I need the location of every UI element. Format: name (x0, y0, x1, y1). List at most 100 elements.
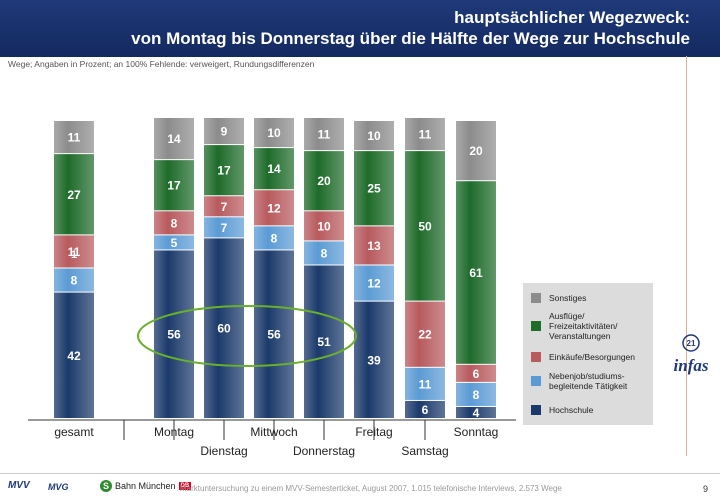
data-label: 11 (419, 128, 432, 142)
legend-label-nebenjob: Nebenjob/studiums- begleitende Tätigkeit (549, 371, 628, 391)
data-label: 14 (267, 162, 281, 176)
data-label: 25 (367, 182, 381, 196)
bar-segment (456, 181, 496, 364)
data-label: 6 (473, 367, 480, 381)
legend-item-ausfluege: Ausflüge/ Freizeitaktivitäten/ Veranstal… (531, 311, 643, 341)
data-label: 11 (68, 245, 81, 259)
bar-segment (456, 382, 496, 406)
infas-logo-badge: 21 (687, 339, 696, 348)
data-label: 8 (473, 388, 480, 402)
data-label: 27 (67, 188, 81, 202)
chart-legend: Sonstiges Ausflüge/ Freizeitaktivitäten/… (523, 283, 653, 425)
chart-subtitle: Wege; Angaben in Prozent; an 100% Fehlen… (8, 59, 315, 69)
bar-segment (456, 406, 496, 418)
x-tick-label: Dienstag (200, 444, 247, 458)
data-label: 13 (367, 239, 381, 253)
data-label: 8 (321, 246, 328, 260)
data-label: 9 (221, 125, 228, 139)
data-label: 4 (473, 406, 480, 420)
data-label: 5 (171, 236, 178, 250)
data-label: 10 (267, 126, 281, 140)
data-label: 17 (217, 164, 231, 178)
x-tick-label: Freitag (355, 425, 392, 439)
x-tick-label: gesamt (54, 425, 94, 439)
page-title: hauptsächlicher Wegezweck: von Montag bi… (131, 7, 690, 49)
data-label: 61 (469, 266, 483, 280)
bar-segment (405, 400, 445, 418)
bar-segment (204, 217, 244, 238)
data-label: 56 (167, 328, 181, 342)
bar-segment (154, 211, 194, 235)
bar-segment (204, 196, 244, 217)
bar-segment (54, 268, 94, 292)
footer-divider (0, 473, 720, 474)
bar-segment (405, 301, 445, 367)
bar-segment (204, 238, 244, 418)
mvg-logo: MVG (48, 482, 69, 492)
content-frame (6, 56, 687, 456)
data-label: 20 (317, 174, 331, 188)
data-label: 12 (267, 201, 281, 215)
data-label: 7 (221, 221, 228, 235)
mvv-logo: MVV (8, 480, 30, 491)
legend-swatch-ausfluege (531, 321, 541, 331)
sbahn-s-icon: S (100, 480, 112, 492)
data-label: 11 (68, 131, 81, 145)
data-label: 22 (418, 328, 432, 342)
bar-segment (304, 265, 344, 418)
data-label: 8 (71, 274, 78, 288)
data-label: 50 (418, 219, 432, 233)
legend-item-sonstiges: Sonstiges (531, 293, 586, 303)
bar-segment (354, 151, 394, 226)
stacked-bar-chart: 4281127115658171460771795681214105181020… (28, 118, 516, 458)
infas-logo-text: infas (674, 356, 709, 375)
bar-segment (354, 226, 394, 265)
bar-segment (254, 250, 294, 418)
db-logo: DB (178, 482, 192, 490)
bar-segment (154, 250, 194, 418)
legend-item-nebenjob: Nebenjob/studiums- begleitende Tätigkeit (531, 371, 643, 391)
bar-segment (456, 121, 496, 181)
data-label: 11 (419, 377, 432, 391)
bar-segment (456, 364, 496, 382)
bar-segment (254, 148, 294, 190)
legend-swatch-sonstiges (531, 293, 541, 303)
data-label: 39 (367, 353, 381, 367)
legend-label-hochschule: Hochschule (549, 405, 594, 415)
bar-segment (54, 121, 94, 154)
bar-segment (254, 190, 294, 226)
bar-segment (254, 226, 294, 250)
data-label: 6 (422, 403, 429, 417)
sbahn-logo: S Bahn München DB (100, 480, 192, 492)
data-label: 17 (167, 179, 181, 193)
data-label: 56 (267, 328, 281, 342)
bar-segment (204, 118, 244, 145)
title-line-1: hauptsächlicher Wegezweck: (454, 8, 690, 27)
bar-segment (354, 265, 394, 301)
legend-item-einkaeufe: Einkäufe/Besorgungen (531, 352, 635, 362)
bar-segment (354, 121, 394, 151)
data-label: 11 (318, 128, 331, 142)
data-label: 12 (367, 277, 381, 291)
data-label: 51 (317, 335, 331, 349)
bar-segment (154, 235, 194, 250)
legend-item-hochschule: Hochschule (531, 405, 593, 415)
data-label: 10 (367, 129, 381, 143)
data-label: 10 (317, 219, 331, 233)
infas-logo: 21 infas (674, 334, 709, 375)
data-label: 60 (217, 322, 231, 336)
highlight-ellipse (137, 305, 357, 367)
bar-segment (54, 235, 94, 268)
bar-segment (54, 292, 94, 418)
title-line-2: von Montag bis Donnerstag über die Hälft… (131, 29, 690, 48)
header-bar: hauptsächlicher Wegezweck: von Montag bi… (0, 0, 720, 57)
bar-segment (405, 367, 445, 400)
legend-label-sonstiges: Sonstiges (549, 293, 587, 303)
data-label: 8 (171, 216, 178, 230)
bar-segment (154, 160, 194, 211)
bar-segment (204, 145, 244, 196)
data-label: 14 (167, 132, 181, 146)
data-label: 7 (221, 200, 228, 214)
data-label: 8 (271, 231, 278, 245)
legend-label-ausfluege: Ausflüge/ Freizeitaktivitäten/ Veranstal… (549, 311, 618, 341)
